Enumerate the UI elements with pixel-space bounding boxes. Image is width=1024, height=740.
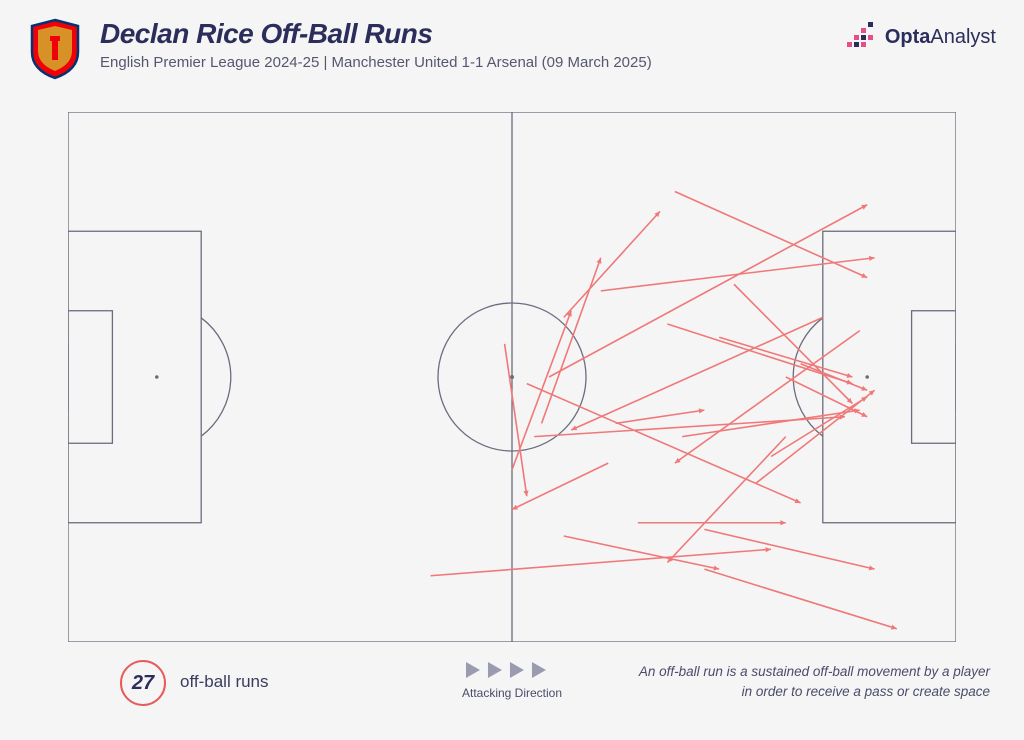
brand-bold: Opta	[885, 26, 931, 48]
pitch-chart	[68, 112, 956, 642]
direction-arrows-icon	[462, 660, 562, 680]
brand-icon	[847, 22, 877, 52]
attacking-direction: Attacking Direction	[462, 660, 562, 700]
title-block: Declan Rice Off-Ball Runs English Premie…	[100, 18, 847, 71]
footer: 27 off-ball runs Attacking Direction An …	[0, 652, 1024, 740]
brand-light: Analyst	[930, 26, 996, 48]
header: Declan Rice Off-Ball Runs English Premie…	[0, 0, 1024, 88]
stat-value: 27	[132, 672, 154, 695]
brand-logo: OptaAnalyst	[847, 22, 996, 52]
team-crest	[28, 18, 82, 80]
stat-label: off-ball runs	[180, 672, 269, 692]
direction-label: Attacking Direction	[462, 686, 562, 700]
chart-subtitle: English Premier League 2024-25 | Manches…	[100, 54, 847, 71]
brand-text: OptaAnalyst	[885, 26, 996, 49]
stat-count-badge: 27	[120, 660, 166, 706]
chart-title: Declan Rice Off-Ball Runs	[100, 18, 847, 50]
definition-text: An off-ball run is a sustained off-ball …	[630, 662, 990, 701]
